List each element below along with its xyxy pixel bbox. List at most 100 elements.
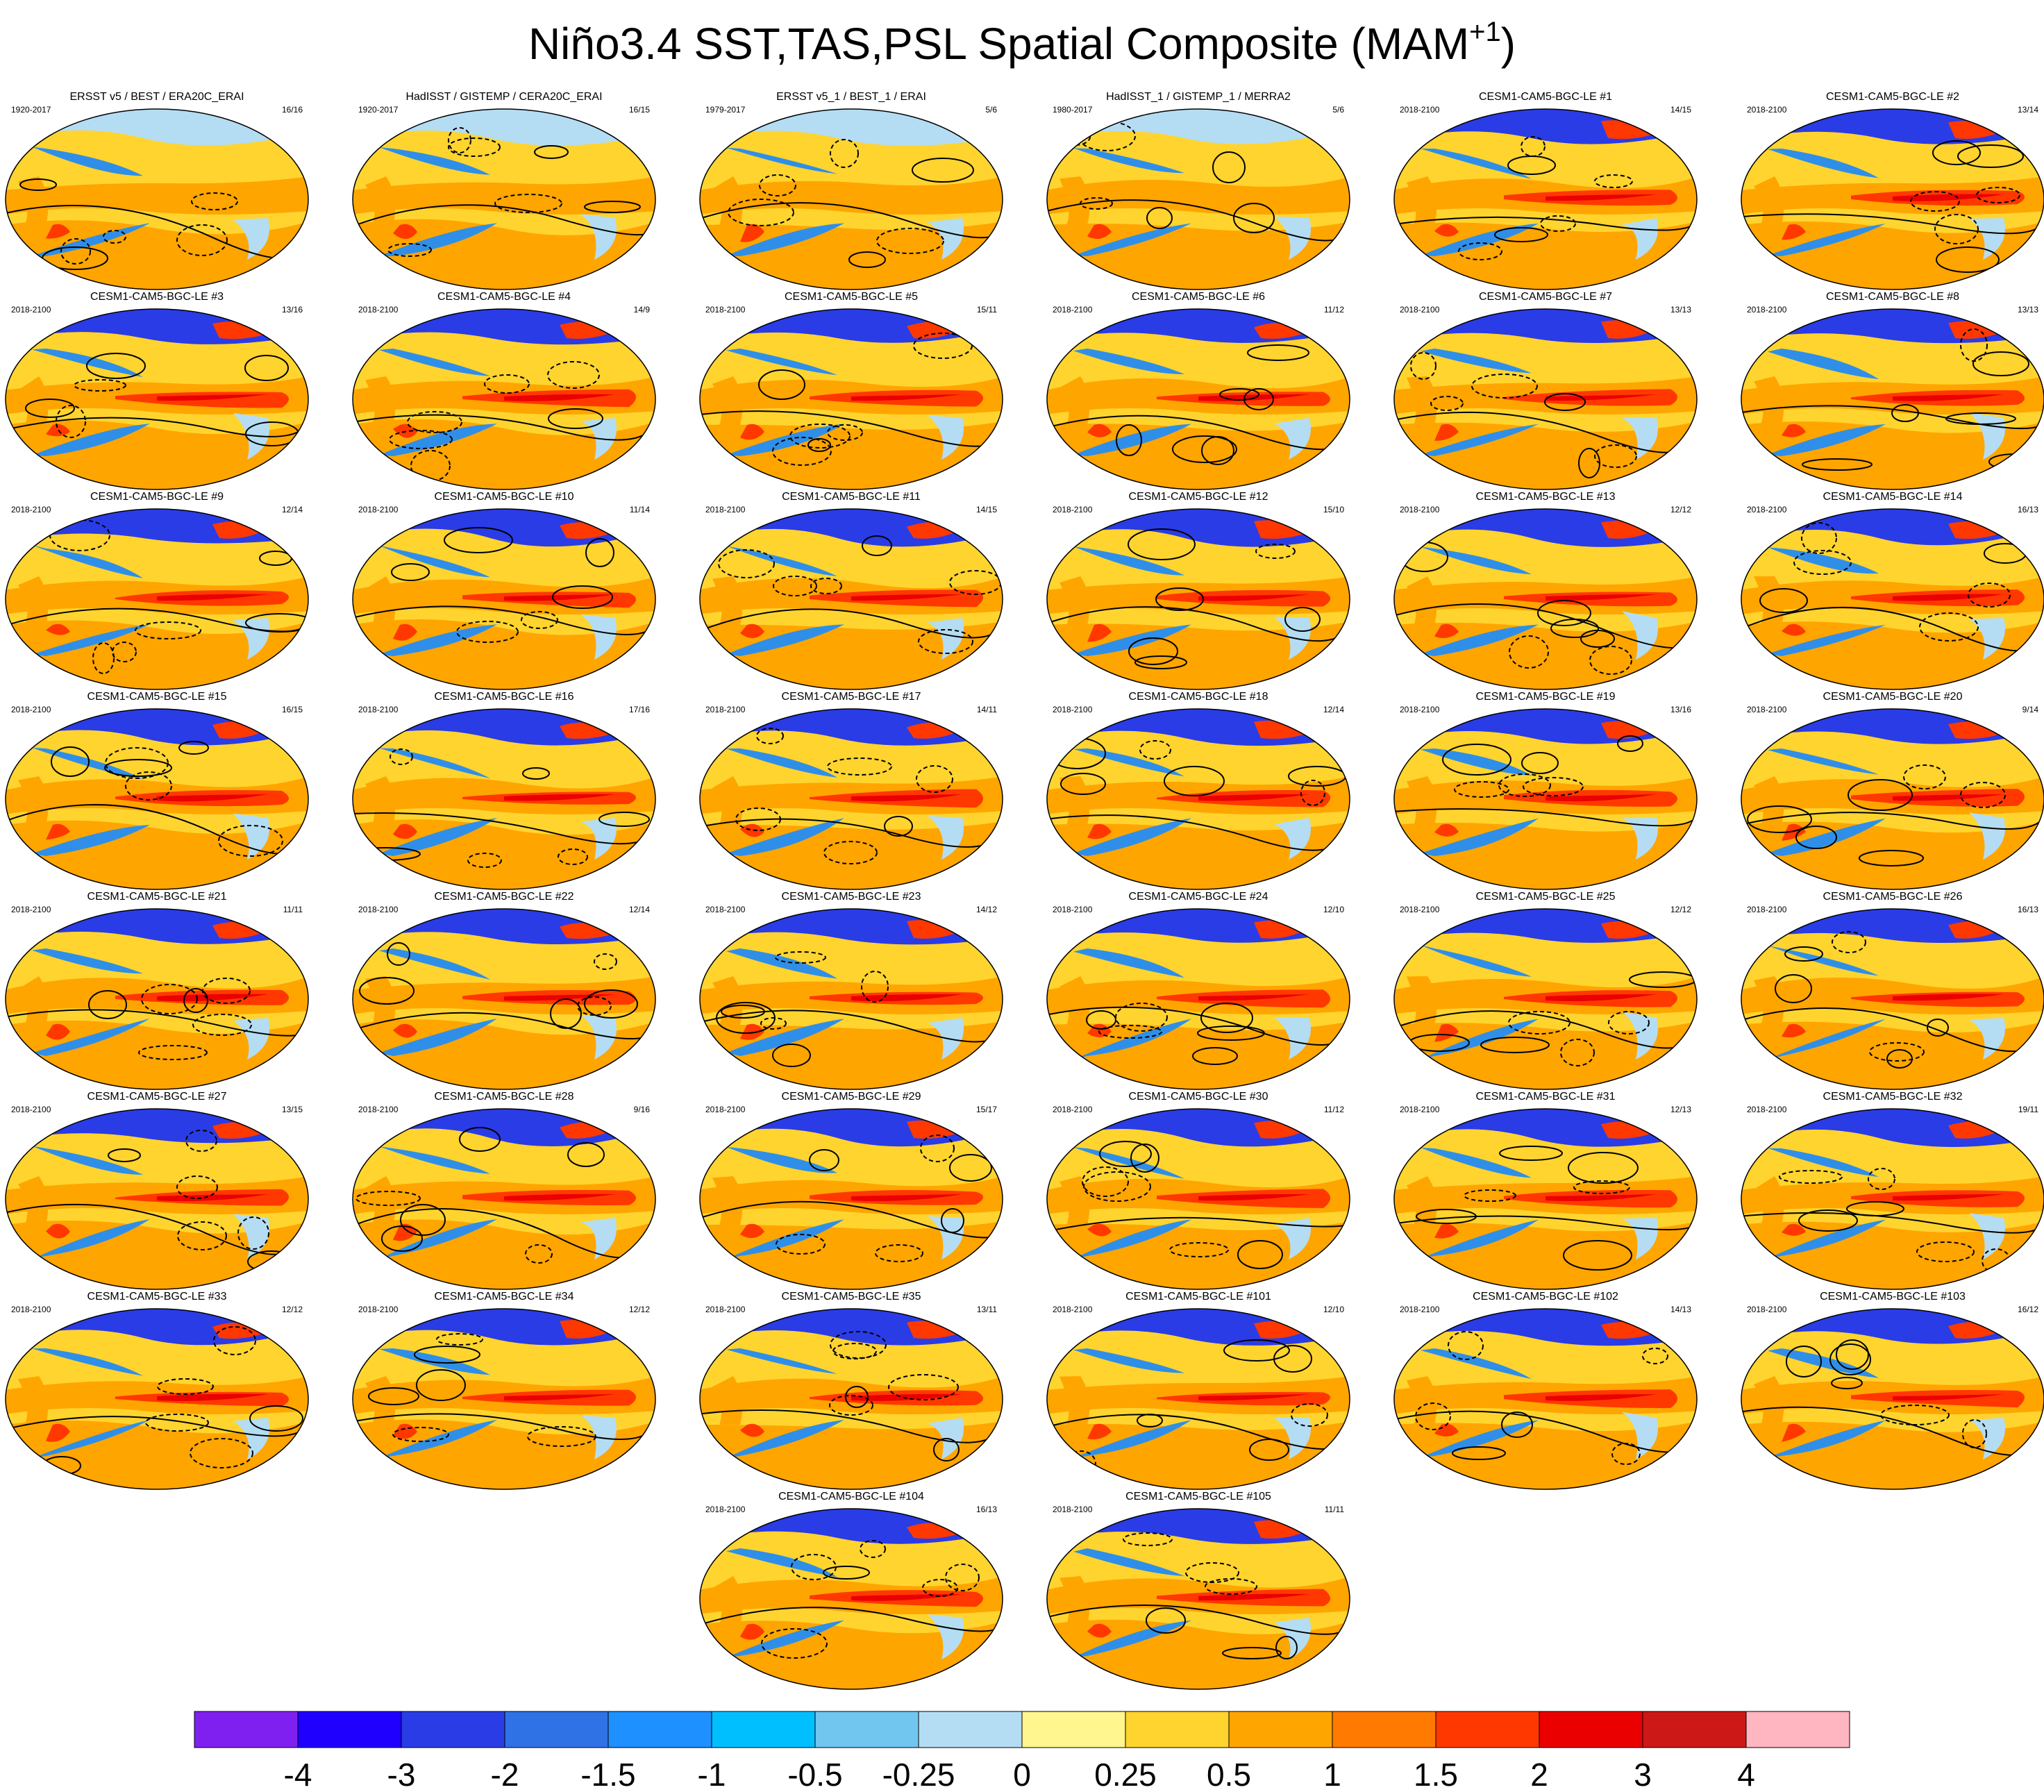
composite-panel: CESM1-CAM5-BGC-LE #35 2018-2100 13/11 — [698, 1290, 1004, 1491]
composite-map — [1741, 1308, 2044, 1490]
panel-period: 2018-2100 — [1053, 905, 1093, 914]
composite-panel: CESM1-CAM5-BGC-LE #26 2018-2100 16/13 — [1740, 890, 2044, 1091]
panel-title: CESM1-CAM5-BGC-LE #104 — [778, 1491, 924, 1502]
composite-panel: CESM1-CAM5-BGC-LE #17 2018-2100 14/11 — [698, 690, 1004, 891]
panel-period: 2018-2100 — [358, 1305, 399, 1314]
composite-map — [352, 1308, 656, 1490]
panel-event-count: 13/14 — [2017, 105, 2038, 115]
colorbar-swatch — [1642, 1711, 1747, 1748]
colorbar-swatch — [1125, 1711, 1230, 1748]
panel-event-count: 11/11 — [283, 905, 303, 914]
panel-event-count: 15/11 — [976, 305, 997, 315]
panel-title: CESM1-CAM5-BGC-LE #4 — [437, 291, 571, 303]
composite-map — [1741, 908, 2044, 1090]
colorbar-tick-label: -0.25 — [882, 1757, 955, 1792]
panel-title: CESM1-CAM5-BGC-LE #19 — [1475, 691, 1616, 703]
panel-period: 2018-2100 — [11, 705, 51, 714]
composite-map — [352, 308, 656, 490]
composite-map — [1741, 708, 2044, 890]
panel-title: CESM1-CAM5-BGC-LE #30 — [1128, 1091, 1268, 1103]
panel-event-count: 13/13 — [2017, 305, 2038, 315]
panel-title: CESM1-CAM5-BGC-LE #9 — [90, 491, 224, 503]
panel-title: CESM1-CAM5-BGC-LE #15 — [87, 691, 227, 703]
panel-period: 1920-2017 — [358, 105, 399, 115]
composite-map — [1393, 508, 1698, 690]
composite-map — [1393, 308, 1698, 490]
composite-panel: CESM1-CAM5-BGC-LE #5 2018-2100 15/11 — [698, 290, 1004, 492]
panel-title: CESM1-CAM5-BGC-LE #27 — [87, 1091, 227, 1103]
composite-panel: CESM1-CAM5-BGC-LE #14 2018-2100 16/13 — [1740, 490, 2044, 692]
colorbar-swatch — [1539, 1711, 1643, 1748]
composite-map — [1741, 508, 2044, 690]
composite-map — [1741, 308, 2044, 490]
panel-event-count: 13/11 — [976, 1305, 997, 1314]
panel-period: 2018-2100 — [1400, 505, 1440, 514]
panel-period: 2018-2100 — [1053, 705, 1093, 714]
panel-title: HadISST / GISTEMP / CERA20C_ERAI — [405, 91, 603, 103]
panel-event-count: 9/14 — [2022, 705, 2038, 714]
panel-event-count: 16/15 — [281, 705, 303, 714]
composite-map — [1393, 1108, 1698, 1290]
panel-event-count: 11/12 — [1323, 1105, 1344, 1114]
colorbar-swatch — [1021, 1711, 1126, 1748]
composite-panel: CESM1-CAM5-BGC-LE #29 2018-2100 15/17 — [698, 1090, 1004, 1291]
panel-period: 2018-2100 — [705, 1105, 746, 1114]
panel-period: 2018-2100 — [705, 305, 746, 315]
composite-panel: CESM1-CAM5-BGC-LE #24 2018-2100 12/10 — [1046, 890, 1351, 1091]
composite-map — [1046, 108, 1350, 290]
panel-period: 2018-2100 — [1053, 1305, 1093, 1314]
panel-title: CESM1-CAM5-BGC-LE #5 — [784, 291, 919, 303]
composite-map — [699, 308, 1003, 490]
panel-event-count: 5/6 — [1332, 105, 1344, 115]
panel-event-count: 5/6 — [985, 105, 997, 115]
panel-event-count: 16/13 — [2017, 505, 2038, 514]
panel-title: CESM1-CAM5-BGC-LE #22 — [434, 891, 574, 903]
composite-panel: CESM1-CAM5-BGC-LE #19 2018-2100 13/16 — [1393, 690, 1698, 891]
panel-title: CESM1-CAM5-BGC-LE #35 — [781, 1291, 921, 1303]
composite-map — [5, 908, 309, 1090]
composite-panel: CESM1-CAM5-BGC-LE #16 2018-2100 17/16 — [351, 690, 657, 891]
panel-period: 2018-2100 — [1053, 1505, 1093, 1514]
panel-period: 2018-2100 — [705, 1505, 746, 1514]
panel-event-count: 9/16 — [633, 1105, 650, 1114]
panel-event-count: 11/11 — [1324, 1505, 1344, 1514]
composite-panel: CESM1-CAM5-BGC-LE #10 2018-2100 11/14 — [351, 490, 657, 692]
panel-title: CESM1-CAM5-BGC-LE #33 — [87, 1291, 227, 1303]
colorbar-tick-label: -1.5 — [580, 1757, 635, 1792]
panel-period: 1920-2017 — [11, 105, 51, 115]
panel-event-count: 13/13 — [1670, 305, 1691, 315]
panel-title: CESM1-CAM5-BGC-LE #8 — [1825, 291, 1960, 303]
panel-period: 2018-2100 — [1747, 905, 1787, 914]
panel-title: CESM1-CAM5-BGC-LE #28 — [434, 1091, 574, 1103]
composite-panel: CESM1-CAM5-BGC-LE #102 2018-2100 14/13 — [1393, 1290, 1698, 1491]
colorbar-tick-label: -3 — [387, 1757, 416, 1792]
panel-event-count: 19/11 — [2018, 1105, 2038, 1114]
panel-event-count: 11/12 — [1323, 305, 1344, 315]
colorbar-tick-label: 2 — [1530, 1757, 1548, 1792]
colorbar-tick-label: -0.5 — [787, 1757, 842, 1792]
colorbar-swatch — [918, 1711, 1023, 1748]
composite-map — [352, 108, 656, 290]
panel-event-count: 15/10 — [1323, 505, 1344, 514]
colorbar-tick-label: -4 — [284, 1757, 312, 1792]
panel-title: ERSST v5 / BEST / ERA20C_ERAI — [69, 91, 244, 103]
colorbar-tick-label: -2 — [491, 1757, 519, 1792]
composite-panel: CESM1-CAM5-BGC-LE #13 2018-2100 12/12 — [1393, 490, 1698, 692]
panel-period: 2018-2100 — [705, 1305, 746, 1314]
composite-panel: CESM1-CAM5-BGC-LE #4 2018-2100 14/9 — [351, 290, 657, 492]
composite-map — [1046, 1108, 1350, 1290]
panel-title: CESM1-CAM5-BGC-LE #17 — [781, 691, 921, 703]
composite-panel: CESM1-CAM5-BGC-LE #28 2018-2100 9/16 — [351, 1090, 657, 1291]
composite-map — [1046, 1508, 1350, 1690]
colorbar-swatch — [1332, 1711, 1436, 1748]
panel-event-count: 12/14 — [281, 505, 303, 514]
composite-panel: CESM1-CAM5-BGC-LE #33 2018-2100 12/12 — [4, 1290, 310, 1491]
panel-period: 2018-2100 — [1747, 1105, 1787, 1114]
composite-panel: CESM1-CAM5-BGC-LE #25 2018-2100 12/12 — [1393, 890, 1698, 1091]
panel-period: 2018-2100 — [358, 705, 399, 714]
panel-event-count: 16/15 — [628, 105, 650, 115]
panel-title: CESM1-CAM5-BGC-LE #12 — [1128, 491, 1268, 503]
panel-period: 2018-2100 — [358, 1105, 399, 1114]
composite-panel: CESM1-CAM5-BGC-LE #15 2018-2100 16/15 — [4, 690, 310, 891]
panel-event-count: 12/14 — [1323, 705, 1344, 714]
